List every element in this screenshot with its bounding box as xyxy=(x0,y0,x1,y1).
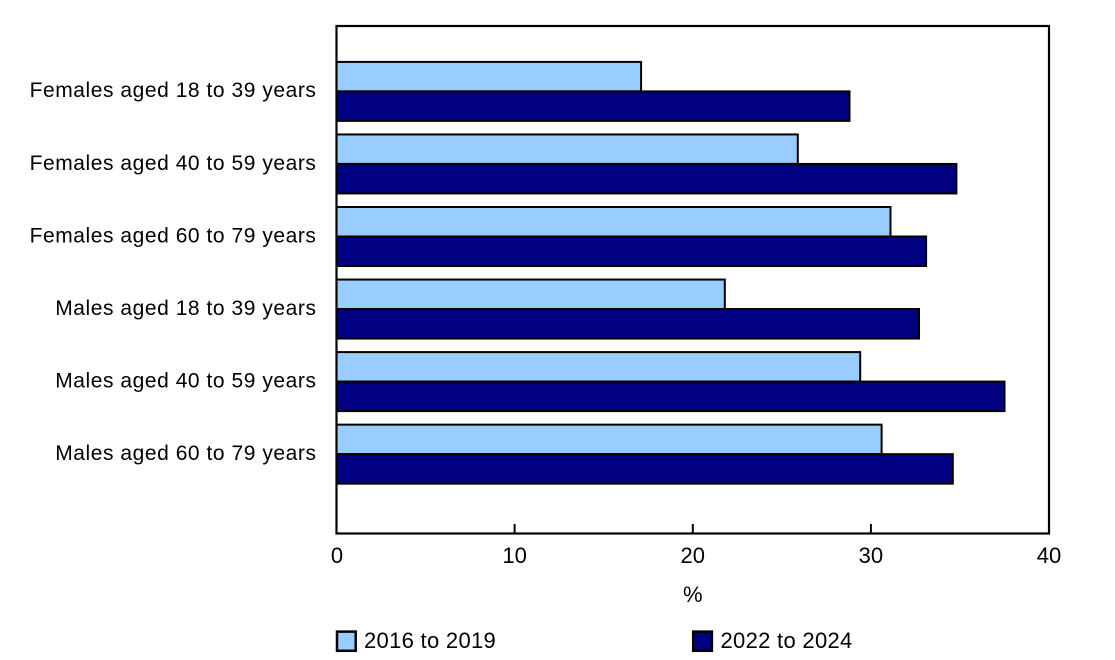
svg-text:2016 to 2019: 2016 to 2019 xyxy=(364,628,496,653)
svg-text:Males aged 60 to 79 years: Males aged 60 to 79 years xyxy=(55,442,316,465)
svg-text:Females aged 40 to 59 years: Females aged 40 to 59 years xyxy=(30,152,317,175)
svg-text:%: % xyxy=(683,582,703,607)
svg-text:Females aged 60 to 79 years: Females aged 60 to 79 years xyxy=(30,224,317,247)
svg-text:2022 to 2024: 2022 to 2024 xyxy=(721,628,853,653)
svg-text:Females aged 18 to 39 years: Females aged 18 to 39 years xyxy=(30,79,317,102)
svg-text:10: 10 xyxy=(502,543,526,568)
svg-text:0: 0 xyxy=(331,543,343,568)
svg-text:30: 30 xyxy=(859,543,883,568)
svg-text:Males aged 18 to 39 years: Males aged 18 to 39 years xyxy=(55,297,316,320)
svg-text:Males aged 40 to 59 years: Males aged 40 to 59 years xyxy=(55,369,316,392)
svg-text:40: 40 xyxy=(1037,543,1061,568)
svg-text:20: 20 xyxy=(681,543,705,568)
